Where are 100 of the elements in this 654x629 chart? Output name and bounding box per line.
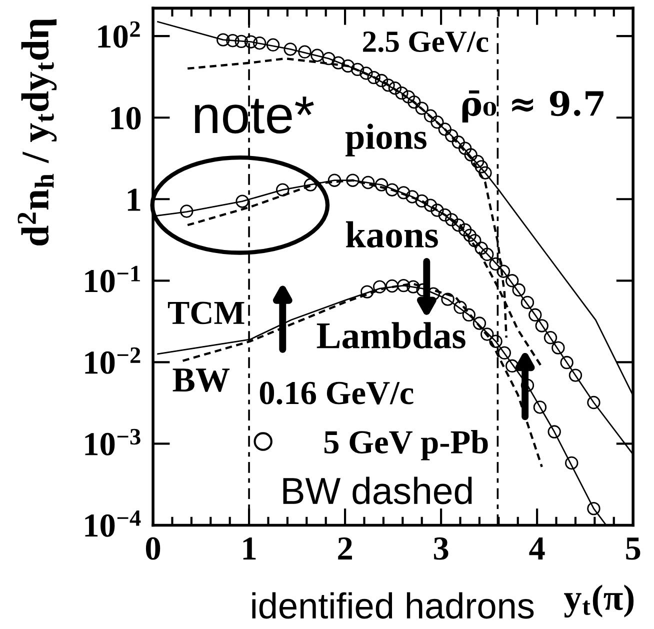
point [445,213,458,226]
point [478,166,492,180]
point [328,174,342,187]
annotation: kaons [346,221,438,248]
x-tick-label: 0 [146,537,160,560]
x-axis-title: y$_{t}$(π) [564,584,634,618]
x-tick-label: 1 [243,537,256,560]
point [402,90,416,104]
point [462,308,476,322]
point [284,42,297,56]
text: d$^{2}$n$_{h}$ / y$_{t}$dy$_{t}$dη [18,19,57,246]
point [535,319,548,332]
point [424,109,438,122]
point [544,331,558,344]
y-tick-label: 10$^{2}$ [98,21,140,48]
point [382,78,395,92]
y-tick-label: 10$^{−1}$ [85,266,140,292]
point [528,308,542,322]
point [374,178,388,192]
annotation: TCM [168,302,244,324]
point [560,356,574,370]
point [341,59,355,73]
point [458,142,472,155]
y-tick-label: 10$^{−3}$ [85,428,140,456]
annotation: pions [346,124,426,156]
point [438,122,452,136]
point [552,341,565,354]
point [361,176,375,190]
y-tick-label: 10$^{−2}$ [85,347,140,374]
point [452,218,465,232]
point [236,194,249,208]
point [498,346,512,360]
y-tick-label: 10$^{−4}$ [85,510,141,537]
point [216,33,230,46]
point [253,36,266,50]
point [234,34,248,48]
point [322,52,336,66]
point [565,456,578,470]
point [441,292,454,306]
point [480,248,494,261]
annotation: BW [172,368,230,392]
point [512,283,526,297]
point [373,280,386,294]
point [310,48,324,62]
point [226,34,240,48]
annotation: 2.5 GeV/c [363,31,488,52]
point [180,204,194,218]
point [470,154,484,168]
point [452,136,465,149]
point [415,102,428,115]
annotation: Lambdas [316,322,466,348]
point [332,56,345,70]
point [438,208,452,222]
point [548,425,561,438]
point [367,70,380,84]
point [480,328,494,341]
point [496,264,510,278]
point [397,278,410,292]
point [445,129,458,142]
point [388,82,402,95]
legend-label: 5 GeV p-Pb [324,430,488,460]
point [587,502,600,516]
point [568,368,582,382]
point [395,86,408,100]
point [458,223,472,236]
point [472,316,486,330]
point [533,400,547,414]
point [454,300,467,314]
point [468,234,482,248]
point [474,160,488,174]
point [346,174,360,187]
point [489,257,502,271]
point [424,198,438,212]
x-tick-label: 2 [338,537,352,560]
point [520,296,534,310]
point [506,274,519,288]
point [464,148,478,162]
point [276,183,290,196]
point [360,66,373,80]
point [406,280,420,294]
annotation: 0.16 GeV/c [260,382,414,404]
annotation: BW dashed [283,476,472,504]
annotation: note* [194,96,314,134]
point [415,194,428,208]
y-tick-label: 10 [111,107,141,130]
point [408,96,421,109]
point [406,190,419,204]
point [385,183,399,196]
point [430,116,444,129]
text: identified hadrons [252,592,534,619]
point [244,35,258,48]
x-tick-label: 4 [529,538,545,560]
point [489,334,502,348]
point [397,186,410,200]
point [266,38,280,52]
x-tick-label: 3 [434,537,448,560]
point [430,204,444,217]
point [298,45,312,58]
point [506,359,519,372]
point [463,228,476,242]
